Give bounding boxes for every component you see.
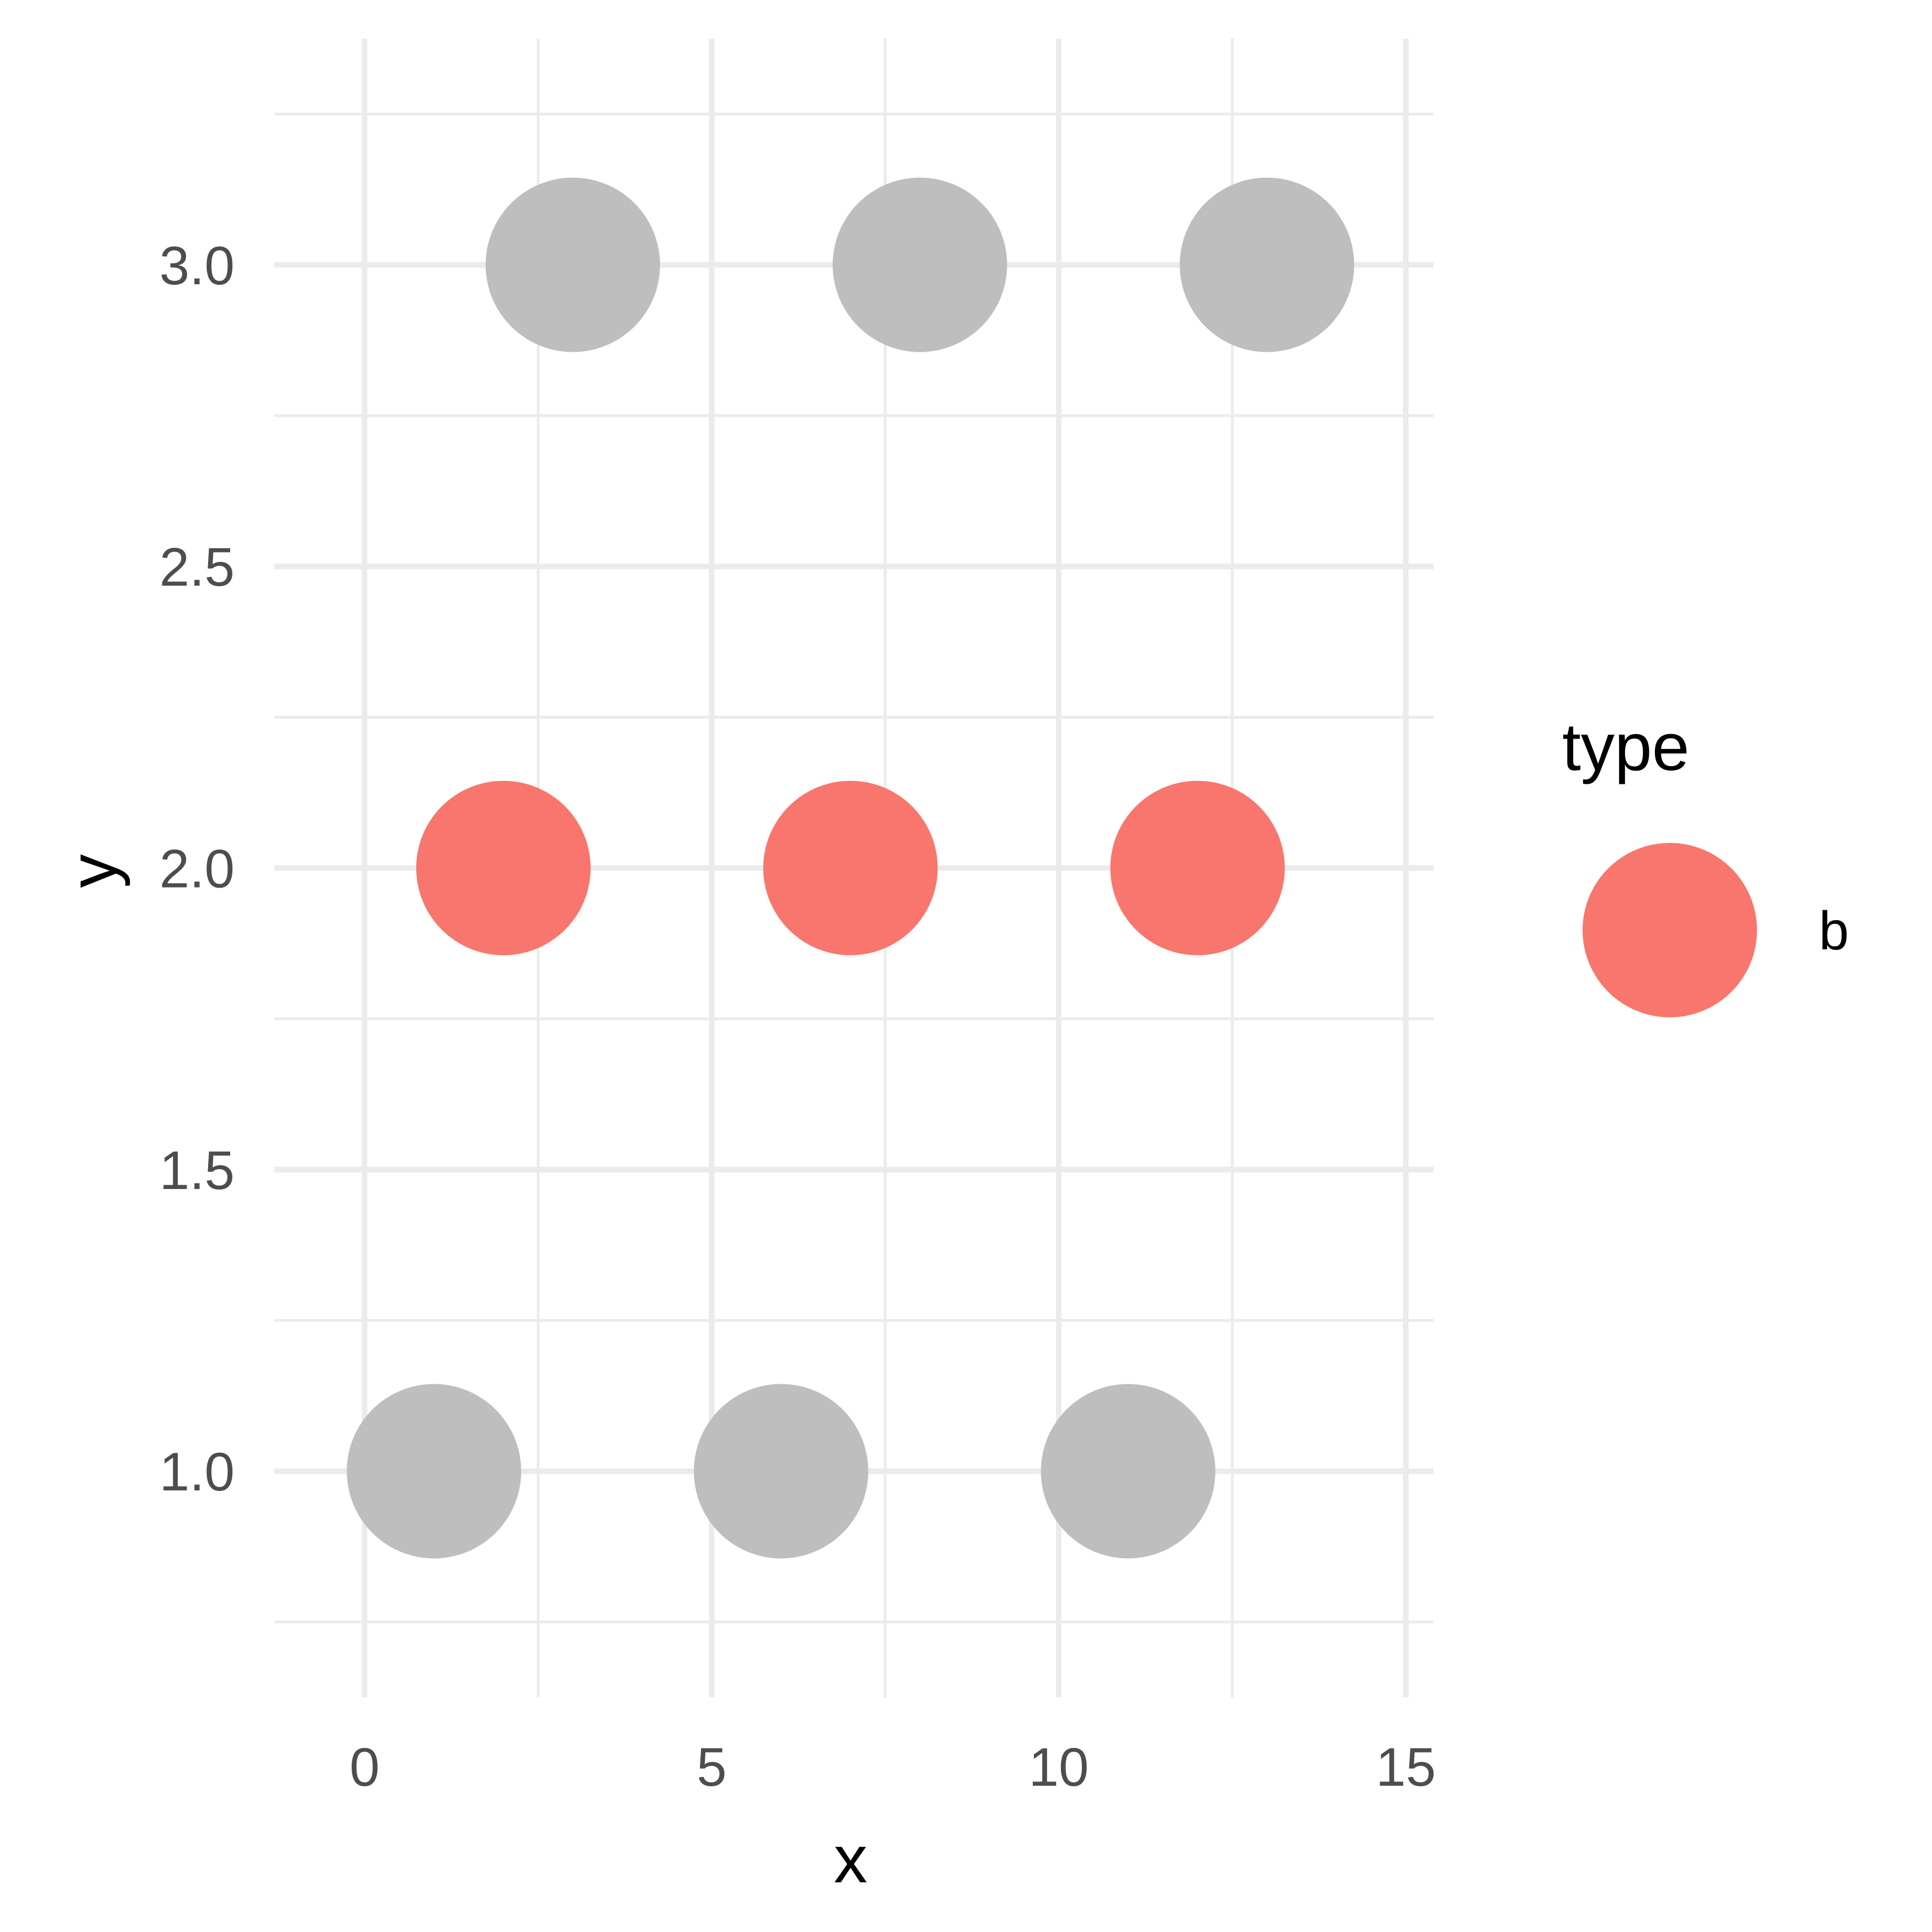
x-tick-label: 0 (349, 1737, 380, 1797)
x-tick-label: 5 (697, 1737, 727, 1797)
data-point (1180, 177, 1355, 352)
data-point (485, 177, 660, 352)
data-point (416, 781, 591, 956)
data-point (1110, 781, 1285, 956)
tick-labels: 0 5 10 15 1.0 1.5 2.0 2.5 3.0 (160, 235, 1436, 1797)
y-tick-label: 2.5 (160, 537, 235, 597)
y-tick-label: 1.0 (160, 1441, 235, 1502)
legend-entries: b (1583, 843, 1849, 1017)
data-point (763, 781, 938, 956)
data-point (693, 1384, 868, 1559)
y-axis-title: y (55, 854, 130, 888)
data-points (347, 177, 1355, 1559)
y-tick-label: 2.0 (160, 838, 235, 899)
legend: type b (1562, 709, 1849, 1017)
legend-title: type (1562, 709, 1690, 784)
y-tick-label: 3.0 (160, 235, 235, 296)
x-tick-label: 10 (1028, 1737, 1089, 1797)
data-point (347, 1384, 522, 1559)
x-tick-label: 15 (1376, 1737, 1436, 1797)
legend-key (1583, 843, 1757, 1017)
data-point (1041, 1384, 1216, 1559)
data-point (832, 177, 1007, 352)
x-axis-title: x (834, 1822, 868, 1897)
legend-label: b (1819, 900, 1849, 961)
y-tick-label: 1.5 (160, 1140, 235, 1201)
